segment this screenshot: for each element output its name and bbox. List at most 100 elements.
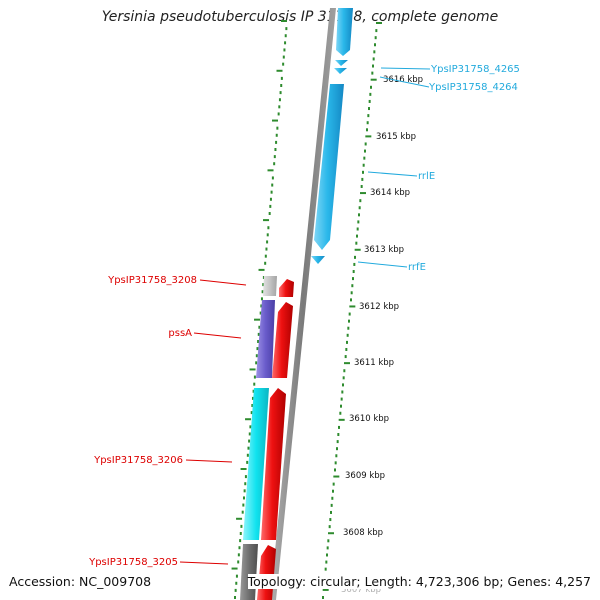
- right-ring-minor-tick: [339, 411, 342, 415]
- left-ring-minor-tick: [260, 304, 263, 308]
- right-ring-major-tick: [344, 362, 350, 365]
- feature-label-pssA[interactable]: pssA: [168, 328, 192, 339]
- gene-box-pssA: [256, 300, 275, 378]
- right-ring-minor-tick: [348, 312, 351, 316]
- right-ring-minor-tick: [374, 43, 376, 47]
- left-ring-minor-tick: [278, 105, 281, 109]
- gene-arrow-3208: [279, 279, 294, 297]
- right-ring-minor-tick: [336, 447, 338, 451]
- right-ring-minor-tick: [363, 156, 366, 160]
- left-ring-minor-tick: [270, 190, 273, 194]
- leader-4264: [379, 76, 430, 88]
- right-ring-minor-tick: [372, 57, 375, 61]
- left-ring-minor-tick: [273, 162, 276, 166]
- left-ring-minor-tick: [237, 553, 240, 557]
- right-ring-minor-tick: [362, 170, 364, 174]
- right-ring-major-tick: [349, 305, 356, 308]
- left-ring-major-tick: [254, 318, 261, 321]
- left-ring-minor-tick: [278, 98, 281, 102]
- right-ring-minor-tick: [342, 383, 344, 387]
- right-ring-minor-tick: [338, 425, 340, 429]
- left-ring-minor-tick: [253, 382, 256, 386]
- left-ring-minor-tick: [276, 126, 279, 130]
- left-ring-major-tick: [267, 169, 274, 172]
- left-ring-minor-tick: [251, 396, 254, 400]
- left-ring-minor-tick: [256, 347, 259, 351]
- right-ring-minor-tick: [345, 347, 348, 351]
- left-ring-minor-tick: [275, 140, 278, 144]
- left-ring-major-tick: [258, 268, 265, 271]
- left-ring-minor-tick: [284, 34, 287, 38]
- left-ring-minor-tick: [246, 460, 249, 464]
- leader-3208: [199, 279, 247, 286]
- right-ring-minor-tick: [332, 482, 335, 486]
- feature-label-3206[interactable]: YpsIP31758_3206: [93, 455, 183, 466]
- right-ring-major-tick: [333, 475, 340, 478]
- leader-3205: [179, 561, 229, 565]
- left-ring-minor-tick: [264, 261, 267, 265]
- left-ring-minor-tick: [251, 404, 254, 407]
- left-ring-minor-tick: [260, 297, 263, 301]
- right-ring-minor-tick: [328, 525, 331, 529]
- feature-label-3205[interactable]: YpsIP31758_3205: [88, 557, 178, 568]
- right-ring-minor-tick: [364, 149, 366, 153]
- left-ring-major-tick: [231, 567, 238, 570]
- right-ring-minor-tick: [326, 553, 328, 557]
- left-ring-major-tick: [276, 69, 283, 72]
- right-ring-minor-tick: [329, 518, 332, 522]
- right-ring-minor-tick: [352, 277, 354, 281]
- left-ring-minor-tick: [285, 27, 288, 31]
- right-ring-minor-tick: [342, 376, 345, 380]
- feature-label-4264[interactable]: YpsIP31758_4264: [428, 82, 518, 93]
- left-ring-minor-tick: [248, 432, 251, 436]
- right-ring-minor-tick: [350, 291, 353, 295]
- left-ring-major-tick: [240, 468, 247, 470]
- right-ring-minor-tick: [340, 397, 343, 401]
- map-title: Yersinia pseudotuberculosis IP 31758, co…: [101, 9, 499, 25]
- right-ring-minor-tick: [335, 454, 338, 458]
- right-ring-major-tick: [328, 532, 334, 535]
- left-ring-minor-tick: [237, 560, 240, 564]
- right-ring-minor-tick: [336, 440, 339, 444]
- right-ring-minor-tick: [372, 64, 374, 68]
- right-ring-minor-tick: [344, 355, 347, 359]
- leader-lines: [179, 67, 431, 565]
- right-ring-minor-tick: [340, 404, 342, 408]
- right-ring-minor-tick: [324, 567, 327, 571]
- right-ring-minor-tick: [330, 510, 332, 514]
- left-ring-minor-tick: [249, 425, 252, 429]
- right-ring-major-tick: [322, 588, 329, 591]
- feature-label-4265[interactable]: YpsIP31758_4265: [430, 64, 520, 75]
- right-ring-minor-tick: [369, 92, 372, 96]
- left-ring-minor-tick: [255, 361, 258, 365]
- feature-label-rrfE[interactable]: rrfE: [408, 262, 426, 273]
- right-ring-minor-tick: [357, 220, 360, 224]
- right-ring-major-tick: [338, 418, 345, 421]
- left-ring-minor-tick: [244, 475, 247, 479]
- left-ring-minor-tick: [235, 581, 238, 585]
- left-ring-minor-tick: [271, 183, 274, 187]
- left-ring-minor-tick: [253, 375, 256, 379]
- right-ring-minor-tick: [331, 496, 334, 500]
- left-ring-minor-tick: [277, 112, 280, 116]
- right-ring-minor-tick: [362, 163, 365, 167]
- feature-label-3208[interactable]: YpsIP31758_3208: [107, 275, 197, 286]
- left-ring-minor-tick: [261, 290, 264, 294]
- right-ring-minor-tick: [354, 255, 356, 259]
- right-ring-minor-tick: [374, 36, 377, 40]
- gene-box-3205: [240, 544, 258, 600]
- right-ring-minor-tick: [356, 227, 359, 231]
- left-ring-minor-tick: [269, 197, 272, 201]
- right-ring-minor-tick: [350, 298, 352, 302]
- left-ring-minor-tick: [259, 311, 262, 315]
- kbp-label-3613: 3613 kbp: [364, 245, 404, 255]
- left-ring-minor-tick: [262, 283, 265, 287]
- right-ring-minor-tick: [330, 503, 333, 507]
- kbp-label-3608: 3608 kbp: [343, 528, 383, 538]
- left-ring-major-tick: [236, 517, 243, 520]
- kbp-label-3614: 3614 kbp: [370, 188, 410, 198]
- feature-label-rrlE[interactable]: rrlE: [418, 171, 435, 182]
- left-ring-minor-tick: [267, 226, 270, 230]
- left-ring-minor-tick: [282, 55, 285, 59]
